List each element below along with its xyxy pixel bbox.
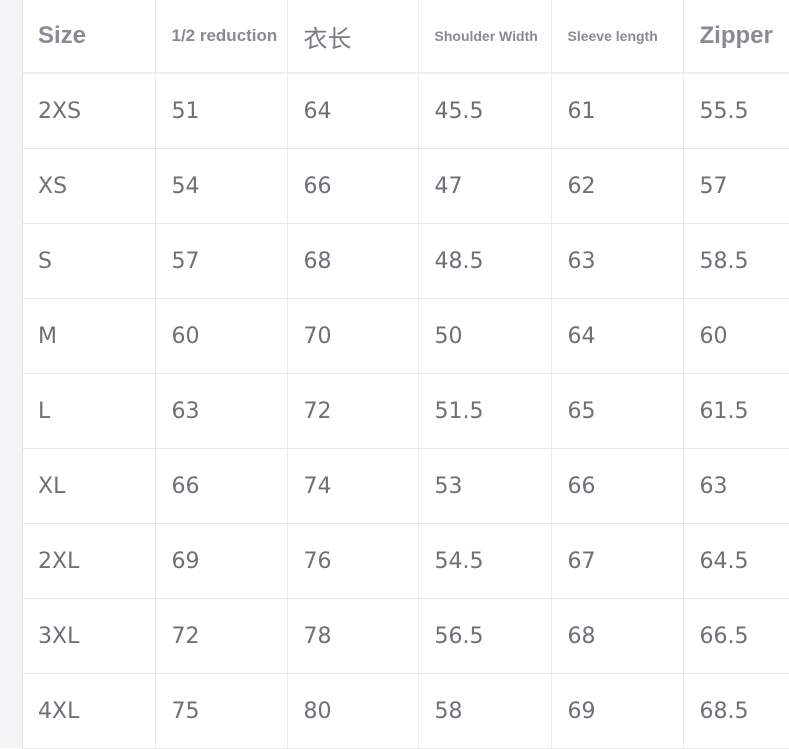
table-cell: 69 <box>551 673 684 749</box>
table-cell: 68 <box>287 223 419 299</box>
table-cell: XS <box>22 148 156 224</box>
table-cell: 58 <box>418 673 552 749</box>
table-cell: 54.5 <box>418 523 552 599</box>
table-cell: 61 <box>551 73 684 149</box>
table-cell: 51.5 <box>418 373 552 449</box>
table-row: 2XS 51 64 45.5 61 55.5 <box>22 73 789 149</box>
table-cell: 60 <box>683 298 789 374</box>
table-cell: 72 <box>287 373 419 449</box>
table-cell: 57 <box>683 148 789 224</box>
table-cell: M <box>22 298 156 374</box>
table-cell: S <box>22 223 156 299</box>
table-cell: 69 <box>155 523 288 599</box>
table-cell: 57 <box>155 223 288 299</box>
table-cell: 51 <box>155 73 288 149</box>
table-row: S 57 68 48.5 63 58.5 <box>22 223 789 299</box>
table-cell: 60 <box>155 298 288 374</box>
table-cell: 75 <box>155 673 288 749</box>
table-cell: L <box>22 373 156 449</box>
table-cell: XL <box>22 448 156 524</box>
table-cell: 54 <box>155 148 288 224</box>
table-cell: 50 <box>418 298 552 374</box>
table-cell: 58.5 <box>683 223 789 299</box>
table-cell: 2XL <box>22 523 156 599</box>
header-shoulder-width: Shoulder Width <box>418 0 552 74</box>
table-row: XS 54 66 47 62 57 <box>22 148 789 224</box>
table-cell: 4XL <box>22 673 156 749</box>
table-cell: 76 <box>287 523 419 599</box>
table-cell: 48.5 <box>418 223 552 299</box>
table-cell: 67 <box>551 523 684 599</box>
table-cell: 2XS <box>22 73 156 149</box>
table-row: L 63 72 51.5 65 61.5 <box>22 373 789 449</box>
table-cell: 68 <box>551 598 684 674</box>
table-cell: 78 <box>287 598 419 674</box>
table-cell: 63 <box>155 373 288 449</box>
table-row: 3XL 72 78 56.5 68 66.5 <box>22 598 789 674</box>
table-cell: 68.5 <box>683 673 789 749</box>
table-cell: 63 <box>683 448 789 524</box>
table-cell: 70 <box>287 298 419 374</box>
table-cell: 64 <box>551 298 684 374</box>
table-cell: 55.5 <box>683 73 789 149</box>
header-length: 衣长 <box>287 0 419 74</box>
left-edge <box>0 0 23 748</box>
header-size: Size <box>22 0 156 74</box>
table-cell: 53 <box>418 448 552 524</box>
table-cell: 63 <box>551 223 684 299</box>
table-row: 2XL 69 76 54.5 67 64.5 <box>22 523 789 599</box>
header-zipper: Zipper <box>683 0 789 74</box>
table-cell: 3XL <box>22 598 156 674</box>
table-cell: 66.5 <box>683 598 789 674</box>
size-chart-table: Size 1/2 reduction 衣长 Shoulder Width Sle… <box>22 0 789 749</box>
header-row: Size 1/2 reduction 衣长 Shoulder Width Sle… <box>22 0 789 74</box>
table-cell: 72 <box>155 598 288 674</box>
table-cell: 80 <box>287 673 419 749</box>
table-cell: 66 <box>287 148 419 224</box>
table-cell: 62 <box>551 148 684 224</box>
table-cell: 74 <box>287 448 419 524</box>
table-cell: 56.5 <box>418 598 552 674</box>
table-cell: 66 <box>551 448 684 524</box>
table-cell: 64.5 <box>683 523 789 599</box>
table-cell: 47 <box>418 148 552 224</box>
header-half-chest: 1/2 reduction <box>155 0 288 74</box>
table-row: 4XL 75 80 58 69 68.5 <box>22 673 789 749</box>
table-row: XL 66 74 53 66 63 <box>22 448 789 524</box>
table-cell: 45.5 <box>418 73 552 149</box>
header-sleeve-length: Sleeve length <box>551 0 684 74</box>
table-cell: 66 <box>155 448 288 524</box>
table-cell: 61.5 <box>683 373 789 449</box>
table-cell: 64 <box>287 73 419 149</box>
table-row: M 60 70 50 64 60 <box>22 298 789 374</box>
table-cell: 65 <box>551 373 684 449</box>
